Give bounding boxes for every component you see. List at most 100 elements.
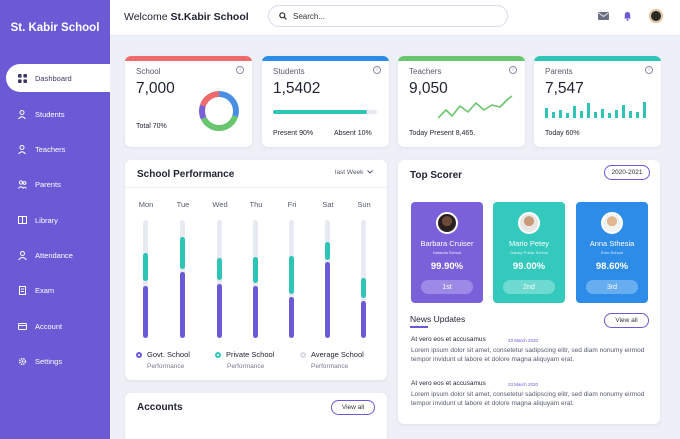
exam-icon [17,285,27,295]
user-icon [17,109,27,119]
rank-badge: 1st [421,280,473,294]
performance-bar [361,220,366,338]
legend-govt-school: Govt. School [136,350,190,359]
stat-value: 7,000 [136,80,175,97]
rank-badge: 2nd [503,280,555,294]
panel-title: Accounts [137,402,183,413]
day-label: Mon [138,200,154,209]
info-icon[interactable]: i [645,66,653,74]
legend-sub: Performance [147,363,185,370]
sidebar: St. Kabir School Dashboard Students Teac… [0,0,110,439]
mail-icon[interactable] [597,10,609,22]
top-scorer-panel: Top Scorer 2020-2021 Barbara Cruiser Nal… [398,160,660,424]
user-avatar[interactable] [649,9,663,23]
performance-bar [180,220,185,338]
legend-sub: Performance [227,363,265,370]
user-icon [17,144,27,154]
period-dropdown[interactable]: last Week [335,169,374,176]
search-icon [279,7,287,25]
legend-private-school: Private School [215,350,274,359]
school-performance-panel: School Performance last Week Mon Tue Wed… [125,160,387,380]
scorer-percent: 99.00% [512,261,546,272]
parents-icon [17,179,27,189]
chevron-down-icon [367,169,374,176]
sidebar-item-label: Attendance [35,250,73,260]
info-icon[interactable]: i [373,66,381,74]
info-icon[interactable]: i [509,66,517,74]
accounts-view-all-button[interactable]: View all [331,400,375,415]
scorer-name: Mario Petey [508,239,550,248]
sidebar-item-label: Account [35,321,63,331]
card-accent-bar [534,56,661,61]
news-headline[interactable]: At vero eos et accusamus [411,336,486,343]
sidebar-item-dashboard[interactable]: Dashboard [6,64,110,92]
sidebar-item-settings[interactable]: Settings [0,347,110,375]
stat-value: 9,050 [409,80,448,97]
day-label: Wed [212,200,228,209]
day-label: Sun [357,200,371,209]
day-label: Fri [287,200,297,209]
news-body: Lorem ipsum dolor sit amet, consetetur s… [411,347,645,364]
scorer-card-1[interactable]: Barbara Cruiser Nalanda School 99.90% 1s… [411,202,483,303]
brand-name: St. Kabir School [10,22,100,34]
stat-value: 1,5402 [273,80,321,97]
stat-label: School [136,67,161,76]
teachers-trend-line [438,95,513,119]
info-icon[interactable]: i [236,66,244,74]
performance-bar [217,220,222,338]
bell-icon[interactable] [621,10,633,22]
news-view-all-button[interactable]: View all [604,313,649,328]
attendance-icon [17,250,27,260]
scorer-school: Euro School [601,250,623,255]
sidebar-item-label: Parents [35,179,61,189]
avatar [601,212,623,234]
scorer-percent: 98.60% [595,261,629,272]
school-name: St.Kabir School [170,11,249,23]
search-bar[interactable] [268,5,508,27]
sidebar-item-label: Library [35,215,58,225]
year-selector[interactable]: 2020-2021 [604,165,650,180]
panel-title: Top Scorer [410,170,463,181]
sidebar-item-label: Settings [35,356,63,366]
donut-segment-2 [199,91,239,131]
gear-icon [17,356,27,366]
scorer-card-3[interactable]: Anna Sthesia Euro School 98.60% 3rd [576,202,648,303]
stat-label: Parents [545,67,573,76]
sidebar-item-label: Dashboard [35,73,72,83]
parents-bar-chart [545,102,646,118]
sidebar-item-library[interactable]: Library [0,206,110,234]
present-label: Present 90% [273,130,314,137]
stat-footer: Total 70% [136,123,167,130]
search-input[interactable] [293,11,483,21]
donut-segment-3 [199,91,239,131]
scorer-school: Galaxy Public School [510,250,548,255]
sidebar-item-account[interactable]: Account [0,312,110,340]
book-icon [17,215,27,225]
card-accent-bar [125,56,252,61]
sidebar-item-attendance[interactable]: Attendance [0,241,110,269]
dashboard-icon [17,73,27,83]
attendance-progress-fill [273,110,367,114]
divider [125,187,387,188]
scorer-card-2[interactable]: Mario Petey Galaxy Public School 99.00% … [493,202,565,303]
card-accent-bar [398,56,525,61]
sidebar-item-students[interactable]: Students [0,100,110,128]
sidebar-item-parents[interactable]: Parents [0,170,110,198]
top-header: Welcome St.Kabir School [110,0,680,36]
legend-sub: Performance [311,363,349,370]
account-icon [17,321,27,331]
sidebar-item-exam[interactable]: Exam [0,276,110,304]
scorer-name: Anna Sthesia [589,239,635,248]
performance-bar [289,220,294,338]
news-body: Lorem ipsum dolor sit amet, consetetur s… [411,391,645,408]
sidebar-item-label: Teachers [35,144,66,154]
scorer-school: Nalanda School [432,250,462,255]
sidebar-item-teachers[interactable]: Teachers [0,135,110,163]
avatar [436,212,458,234]
stat-label: Teachers [409,67,442,76]
scorer-name: Barbara Cruiser [420,239,474,248]
stat-card-school: School i 7,000 Total 70% [125,56,252,147]
news-headline[interactable]: At vero eos et accusamus [411,380,486,387]
stat-label: Students [273,67,305,76]
scorer-percent: 99.90% [430,261,464,272]
